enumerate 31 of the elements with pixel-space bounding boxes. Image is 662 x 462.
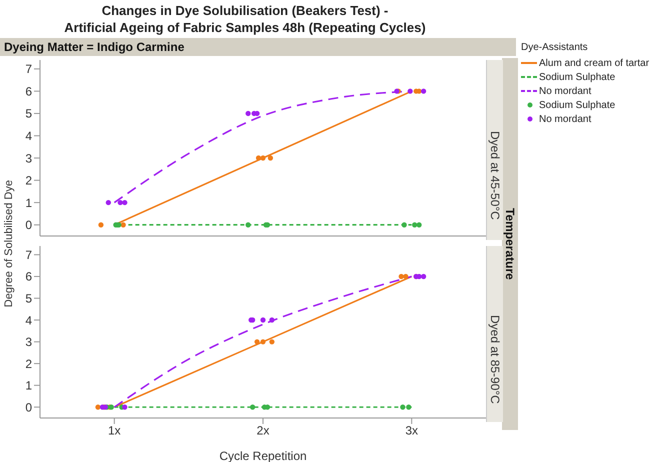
- y-tick-label: 7: [25, 248, 32, 262]
- chart-title: Changes in Dye Solubilisation (Beakers Test) - Artificial Ageing of Fabric Samples 48h (Repeating Cycles): [63, 2, 427, 36]
- y-tick-label: 3: [25, 335, 32, 350]
- y-tick-label: 5: [25, 106, 32, 121]
- y-axis-title: Degree of Solubilised Dye: [3, 180, 15, 308]
- y-tick-label: 1: [25, 378, 32, 393]
- y-tick-label: 1: [25, 196, 32, 210]
- text: Dyed at 45-50°C: [488, 130, 502, 220]
- chart-subtitle: Dyeing Matter = Indigo Carmine: [0, 38, 516, 56]
- legend-label: No mordant: [539, 86, 592, 96]
- y-tick-label: 0: [25, 400, 32, 414]
- y-tick-label: 3: [25, 151, 32, 166]
- y-tick-label: 4: [25, 129, 32, 144]
- legend-title: Dye-Assistants: [521, 42, 589, 53]
- y-tick-label: 5: [25, 292, 32, 306]
- y-tick-label: 4: [25, 313, 32, 328]
- x-tick-label: 2x: [256, 424, 270, 438]
- text: Temperature: [503, 208, 517, 280]
- x-tick-label: 3x: [405, 424, 418, 438]
- y-tick-label: 6: [25, 270, 32, 284]
- y-tick-label: 0: [25, 218, 32, 232]
- legend-label: Sodium Sulphate: [539, 100, 616, 110]
- y-tick-label: 2: [25, 174, 32, 188]
- y-tick-label: 2: [25, 356, 32, 371]
- legend-label: Sodium Sulphate: [539, 72, 616, 82]
- text: Dyed at 85-90°C: [488, 314, 502, 404]
- y-tick-label: 6: [25, 84, 32, 98]
- legend-label: No mordant: [539, 114, 592, 124]
- x-tick-label: 1x: [108, 424, 121, 438]
- legend-label: Alum and cream of tartar: [539, 58, 650, 68]
- y-tick-label: 7: [25, 62, 32, 76]
